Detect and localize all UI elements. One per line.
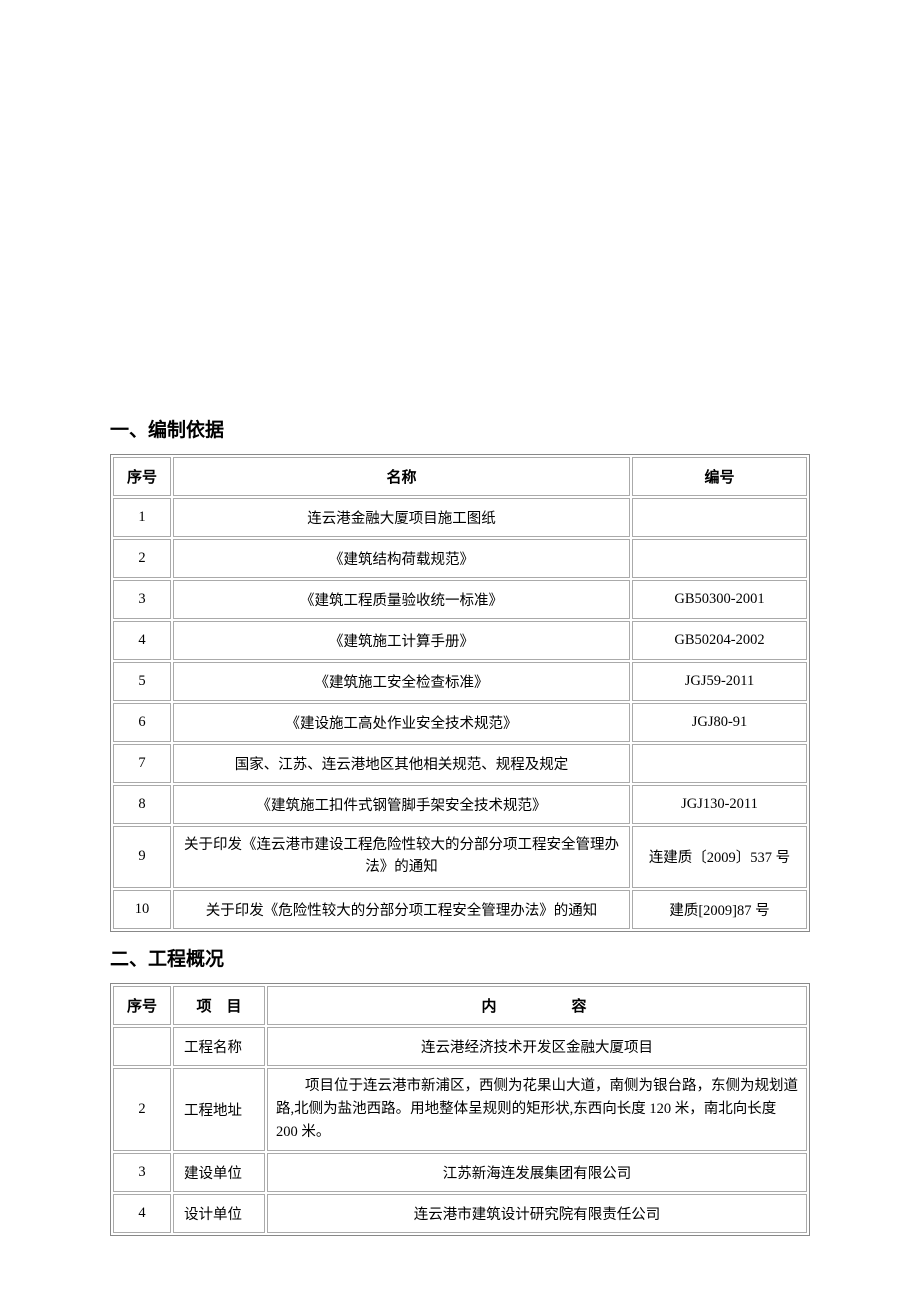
table-overview: 序号 项 目 内容 工程名称 连云港经济技术开发区金融大厦项目 2 工程地址 项… bbox=[110, 983, 810, 1237]
section-2-title: 二、工程概况 bbox=[110, 944, 810, 971]
cell-name: 关于印发《危险性较大的分部分项工程安全管理办法》的通知 bbox=[173, 890, 630, 929]
th-code: 编号 bbox=[632, 457, 807, 496]
cell-seq: 2 bbox=[113, 1068, 171, 1152]
cell-item: 工程名称 bbox=[173, 1027, 265, 1066]
table-row: 6 《建设施工高处作业安全技术规范》 JGJ80-91 bbox=[113, 703, 807, 742]
cell-seq: 9 bbox=[113, 826, 171, 888]
section-1-title: 一、编制依据 bbox=[110, 415, 810, 442]
cell-item: 设计单位 bbox=[173, 1194, 265, 1233]
table-header-row: 序号 名称 编号 bbox=[113, 457, 807, 496]
cell-code bbox=[632, 498, 807, 537]
cell-seq: 4 bbox=[113, 1194, 171, 1233]
cell-code: JGJ59-2011 bbox=[632, 662, 807, 701]
th-name: 名称 bbox=[173, 457, 630, 496]
cell-content: 江苏新海连发展集团有限公司 bbox=[267, 1153, 807, 1192]
table-row: 5 《建筑施工安全检查标准》 JGJ59-2011 bbox=[113, 662, 807, 701]
cell-name: 《建筑施工扣件式钢管脚手架安全技术规范》 bbox=[173, 785, 630, 824]
cell-name: 《建筑施工计算手册》 bbox=[173, 621, 630, 660]
cell-code: JGJ80-91 bbox=[632, 703, 807, 742]
cell-seq: 7 bbox=[113, 744, 171, 783]
th-seq: 序号 bbox=[113, 457, 171, 496]
cell-code: GB50204-2002 bbox=[632, 621, 807, 660]
cell-name: 《建设施工高处作业安全技术规范》 bbox=[173, 703, 630, 742]
cell-name: 连云港金融大厦项目施工图纸 bbox=[173, 498, 630, 537]
cell-name: 《建筑结构荷载规范》 bbox=[173, 539, 630, 578]
table-row: 7 国家、江苏、连云港地区其他相关规范、规程及规定 bbox=[113, 744, 807, 783]
cell-seq: 3 bbox=[113, 580, 171, 619]
cell-seq: 3 bbox=[113, 1153, 171, 1192]
table-row: 8 《建筑施工扣件式钢管脚手架安全技术规范》 JGJ130-2011 bbox=[113, 785, 807, 824]
table-row: 1 连云港金融大厦项目施工图纸 bbox=[113, 498, 807, 537]
cell-name: 《建筑施工安全检查标准》 bbox=[173, 662, 630, 701]
cell-name: 国家、江苏、连云港地区其他相关规范、规程及规定 bbox=[173, 744, 630, 783]
table-row: 4 《建筑施工计算手册》 GB50204-2002 bbox=[113, 621, 807, 660]
cell-code bbox=[632, 539, 807, 578]
cell-code: GB50300-2001 bbox=[632, 580, 807, 619]
table-row: 4 设计单位 连云港市建筑设计研究院有限责任公司 bbox=[113, 1194, 807, 1233]
th-seq: 序号 bbox=[113, 986, 171, 1025]
table-row: 3 《建筑工程质量验收统一标准》 GB50300-2001 bbox=[113, 580, 807, 619]
th-item: 项 目 bbox=[173, 986, 265, 1025]
cell-seq: 6 bbox=[113, 703, 171, 742]
cell-code: JGJ130-2011 bbox=[632, 785, 807, 824]
cell-seq: 10 bbox=[113, 890, 171, 929]
table-row: 10 关于印发《危险性较大的分部分项工程安全管理办法》的通知 建质[2009]8… bbox=[113, 890, 807, 929]
cell-content: 连云港市建筑设计研究院有限责任公司 bbox=[267, 1194, 807, 1233]
cell-name: 关于印发《连云港市建设工程危险性较大的分部分项工程安全管理办法》的通知 bbox=[173, 826, 630, 888]
table-row: 3 建设单位 江苏新海连发展集团有限公司 bbox=[113, 1153, 807, 1192]
cell-code bbox=[632, 744, 807, 783]
cell-seq bbox=[113, 1027, 171, 1066]
cell-code: 连建质〔2009〕537 号 bbox=[632, 826, 807, 888]
cell-seq: 2 bbox=[113, 539, 171, 578]
table-row: 工程名称 连云港经济技术开发区金融大厦项目 bbox=[113, 1027, 807, 1066]
cell-name: 《建筑工程质量验收统一标准》 bbox=[173, 580, 630, 619]
table-row: 9 关于印发《连云港市建设工程危险性较大的分部分项工程安全管理办法》的通知 连建… bbox=[113, 826, 807, 888]
cell-content: 项目位于连云港市新浦区，西侧为花果山大道，南侧为银台路，东侧为规划道路,北侧为盐… bbox=[267, 1068, 807, 1152]
table-header-row: 序号 项 目 内容 bbox=[113, 986, 807, 1025]
cell-seq: 4 bbox=[113, 621, 171, 660]
table-basis: 序号 名称 编号 1 连云港金融大厦项目施工图纸 2 《建筑结构荷载规范》 3 … bbox=[110, 454, 810, 932]
cell-seq: 1 bbox=[113, 498, 171, 537]
cell-content: 连云港经济技术开发区金融大厦项目 bbox=[267, 1027, 807, 1066]
th-content: 内容 bbox=[267, 986, 807, 1025]
cell-seq: 8 bbox=[113, 785, 171, 824]
cell-code: 建质[2009]87 号 bbox=[632, 890, 807, 929]
cell-seq: 5 bbox=[113, 662, 171, 701]
cell-item: 建设单位 bbox=[173, 1153, 265, 1192]
table-row: 2 工程地址 项目位于连云港市新浦区，西侧为花果山大道，南侧为银台路，东侧为规划… bbox=[113, 1068, 807, 1152]
table-row: 2 《建筑结构荷载规范》 bbox=[113, 539, 807, 578]
cell-item: 工程地址 bbox=[173, 1068, 265, 1152]
